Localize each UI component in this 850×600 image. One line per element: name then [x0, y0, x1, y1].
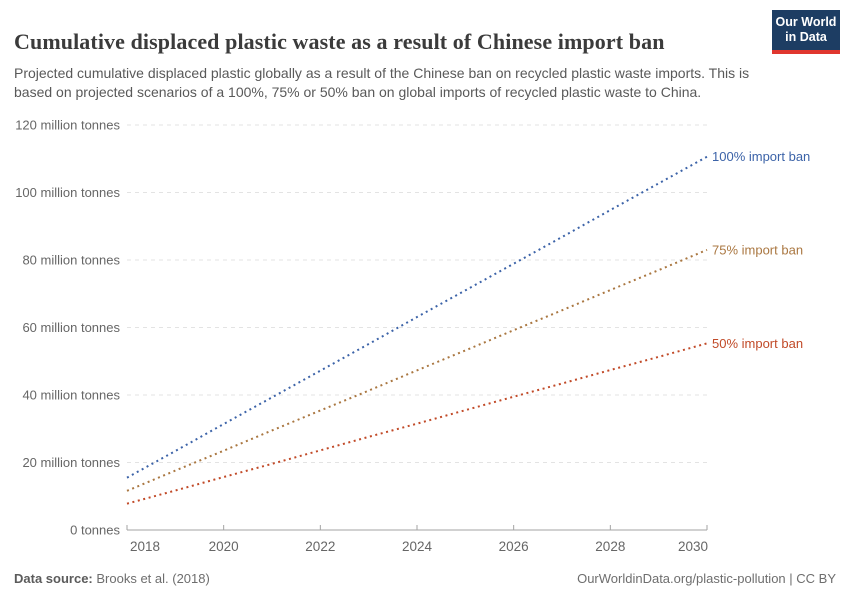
- x-tick-label-2018: 2018: [130, 539, 160, 554]
- label-50-import-ban[interactable]: 50% import ban: [712, 336, 803, 351]
- y-axis-labels: 0 tonnes 20 million tonnes 40 million tonn…: [15, 118, 120, 538]
- y-tick-label-80: 80 million tonnes: [22, 253, 120, 268]
- owid-logo-line1: Our World: [775, 15, 837, 29]
- x-tick-label-2026: 2026: [499, 539, 529, 554]
- x-tick-label-2024: 2024: [402, 539, 433, 554]
- credit-link[interactable]: OurWorldinData.org/plastic-pollution | C…: [577, 570, 836, 586]
- label-100-import-ban[interactable]: 100% import ban: [712, 149, 810, 164]
- x-tick-label-2020: 2020: [209, 539, 239, 554]
- series-end-labels: 100% import ban 75% import ban 50% import …: [712, 149, 810, 351]
- y-tick-label-60: 60 million tonnes: [22, 320, 120, 335]
- x-tick-label-2030: 2030: [678, 539, 708, 554]
- owid-logo[interactable]: Our World in Data: [772, 10, 840, 54]
- chart-footer: Data source: Brooks et al. (2018) OurWor…: [14, 568, 836, 588]
- y-tick-label-100: 100 million tonnes: [15, 185, 120, 200]
- x-tick-label-2028: 2028: [595, 539, 625, 554]
- data-source-value: Brooks et al. (2018): [96, 570, 210, 586]
- y-tick-label-40: 40 million tonnes: [22, 388, 120, 403]
- x-axis: 2018 2020 2022 2024 2026 2028 2030: [126, 525, 708, 554]
- line-100-import-ban[interactable]: [126, 155, 708, 479]
- line-50-import-ban[interactable]: [126, 342, 708, 505]
- x-tick-label-2022: 2022: [305, 539, 335, 554]
- y-tick-label-120: 120 million tonnes: [15, 118, 120, 133]
- page-subtitle: Projected cumulative displaced plastic g…: [14, 65, 750, 100]
- data-source-label: Data source:: [14, 570, 93, 586]
- y-tick-label-0: 0 tonnes: [70, 523, 120, 538]
- y-tick-label-20: 20 million tonnes: [22, 455, 120, 470]
- owid-logo-line2: in Data: [785, 30, 827, 44]
- page-title: Cumulative displaced plastic waste as a …: [14, 28, 665, 54]
- gridlines-group: [127, 124, 707, 463]
- series-lines: [126, 155, 708, 505]
- line-75-import-ban[interactable]: [126, 248, 708, 492]
- data-source: Data source: Brooks et al. (2018): [14, 571, 210, 586]
- label-75-import-ban[interactable]: 75% import ban: [712, 242, 803, 257]
